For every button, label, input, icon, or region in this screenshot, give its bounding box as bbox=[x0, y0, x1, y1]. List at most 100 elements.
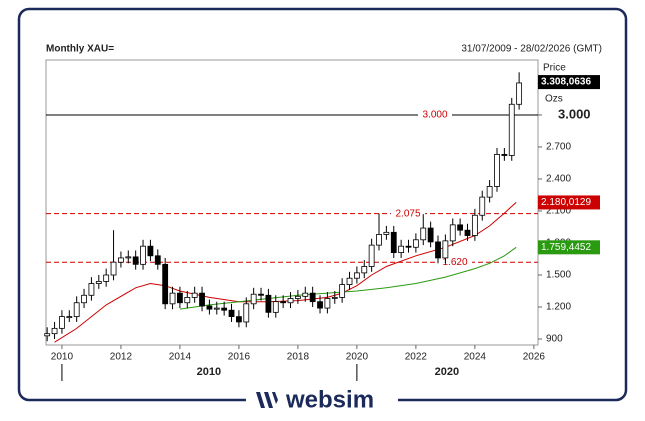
candle-body bbox=[280, 301, 287, 304]
price-tag-label: 3.308,0636 bbox=[541, 77, 591, 88]
candle-body bbox=[501, 154, 508, 156]
x-tick-label: 2016 bbox=[228, 352, 251, 363]
price-header: Price bbox=[543, 63, 566, 74]
candle-body bbox=[265, 294, 272, 313]
brand-logo: websim bbox=[246, 386, 398, 414]
candle-body bbox=[324, 298, 331, 309]
candle-body bbox=[95, 281, 102, 284]
x-tick-label: 2026 bbox=[523, 352, 546, 363]
candle-body bbox=[206, 305, 213, 310]
ma-tag bbox=[538, 195, 600, 210]
candle-body bbox=[228, 309, 235, 318]
candle-body bbox=[88, 283, 95, 296]
candle-body bbox=[494, 154, 500, 187]
candle-body bbox=[435, 241, 441, 259]
candle-body bbox=[118, 257, 124, 263]
candle-body bbox=[390, 231, 397, 253]
candle-body bbox=[272, 301, 279, 313]
ma-line bbox=[179, 246, 517, 310]
candle-body bbox=[427, 227, 434, 243]
candle-body bbox=[449, 224, 456, 242]
candle-body bbox=[162, 263, 169, 305]
candle-body bbox=[258, 293, 264, 296]
logo-bg bbox=[246, 388, 398, 414]
x-tick-label: 2020 bbox=[346, 352, 369, 363]
candle-body bbox=[294, 295, 301, 299]
candle-body bbox=[51, 327, 58, 335]
level-label-bg bbox=[391, 207, 425, 220]
candle-body bbox=[154, 255, 161, 265]
y-tick-label: 2.100 bbox=[546, 206, 571, 217]
candle-body bbox=[398, 245, 405, 253]
brand-name: websim bbox=[285, 386, 374, 413]
level-label: 1.620 bbox=[442, 257, 467, 268]
x-tick-label: 2014 bbox=[169, 352, 192, 363]
candle-body bbox=[250, 293, 257, 305]
candle-body bbox=[184, 297, 191, 304]
ma-tag-label: 2.180,0129 bbox=[541, 197, 591, 208]
candle-body bbox=[516, 82, 523, 105]
candle-body bbox=[59, 316, 65, 329]
candle-body bbox=[140, 245, 146, 265]
candle-body bbox=[405, 245, 412, 248]
ma-tag bbox=[538, 240, 600, 255]
y-tick-label: 1.200 bbox=[546, 302, 571, 313]
era-label: 2010 bbox=[197, 366, 221, 378]
candle-body bbox=[309, 292, 316, 303]
candle-body bbox=[191, 292, 198, 298]
candle-body bbox=[132, 256, 139, 265]
candle-body bbox=[103, 274, 110, 282]
candle-body bbox=[508, 103, 515, 156]
candle-body bbox=[110, 261, 117, 276]
candle-body bbox=[169, 292, 176, 305]
candle-body bbox=[464, 229, 471, 236]
chart-title: Monthly XAU= bbox=[46, 44, 114, 55]
candle-body bbox=[125, 256, 132, 259]
candle-body bbox=[383, 231, 390, 235]
candle-body bbox=[376, 234, 382, 246]
x-tick-label: 2022 bbox=[405, 352, 428, 363]
x-tick-label: 2024 bbox=[464, 352, 487, 363]
candle-body bbox=[66, 316, 73, 319]
y-tick-label: 2.400 bbox=[546, 174, 571, 185]
price-tag bbox=[538, 75, 600, 90]
candle-body bbox=[147, 245, 154, 257]
candle-body bbox=[339, 284, 346, 298]
y-tick-label: 1.500 bbox=[546, 270, 571, 281]
candle-body bbox=[420, 227, 427, 241]
ma-tag-label: 1.759,4452 bbox=[541, 242, 591, 253]
candle-body bbox=[361, 266, 368, 274]
chart-subtitle: 31/07/2009 - 28/02/2026 (GMT) bbox=[461, 44, 602, 55]
candle-body bbox=[199, 292, 205, 307]
candle-body bbox=[243, 303, 250, 323]
level-label: 2.075 bbox=[395, 208, 420, 219]
y-tick-label: 2.700 bbox=[546, 142, 571, 153]
card bbox=[17, 7, 628, 402]
candle-body bbox=[479, 196, 486, 216]
candle-body bbox=[471, 214, 478, 236]
candle-body bbox=[213, 307, 220, 310]
unit-label: Ozs bbox=[545, 94, 563, 105]
era-label: 2020 bbox=[435, 366, 459, 378]
candle-body bbox=[287, 298, 294, 304]
candle-body bbox=[353, 272, 360, 279]
candle-body bbox=[73, 302, 80, 318]
candle-body bbox=[331, 297, 338, 299]
candle-body bbox=[346, 277, 353, 286]
candle-body bbox=[221, 307, 228, 311]
candle-body bbox=[442, 240, 449, 259]
x-tick-label: 2010 bbox=[51, 352, 74, 363]
candle-body bbox=[412, 239, 419, 248]
candle-body bbox=[457, 224, 464, 231]
x-tick-label: 2012 bbox=[110, 352, 133, 363]
candle-body bbox=[486, 186, 493, 198]
y-tick-label: 900 bbox=[546, 334, 563, 345]
y-tick-label: 3.000 bbox=[558, 106, 591, 121]
level-label-bg bbox=[438, 256, 472, 269]
candle-body bbox=[317, 301, 323, 309]
candle-body bbox=[81, 294, 87, 304]
x-tick-label: 2018 bbox=[287, 352, 310, 363]
candle-body bbox=[44, 333, 51, 337]
candle-body bbox=[236, 316, 242, 323]
logo-mark bbox=[256, 392, 278, 408]
